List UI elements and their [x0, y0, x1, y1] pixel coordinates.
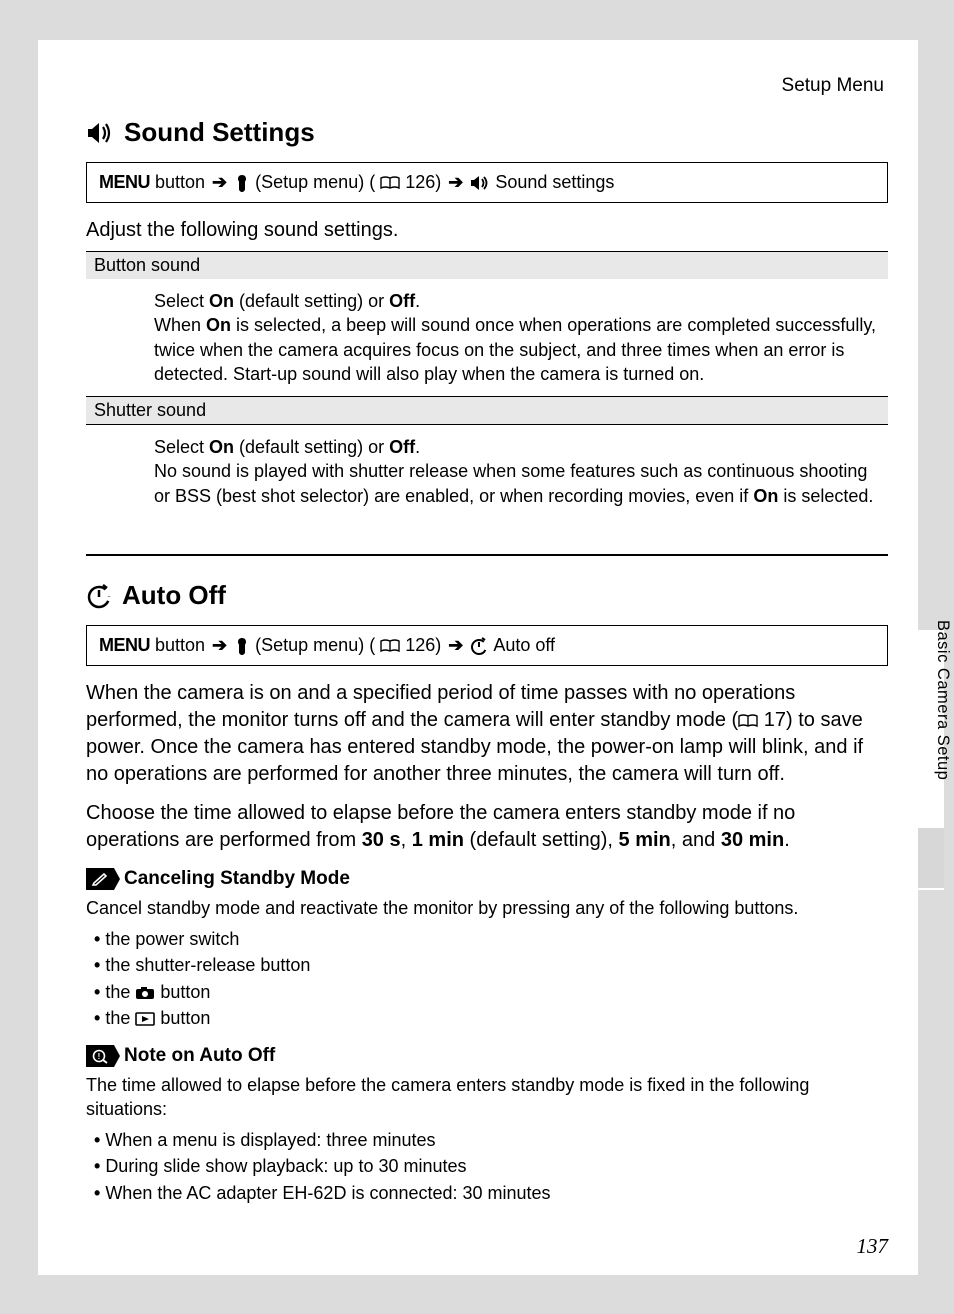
- book-icon: [738, 714, 758, 728]
- note-body: Cancel standby mode and reactivate the m…: [86, 896, 888, 920]
- list-item: When the AC adapter EH-62D is connected:…: [94, 1180, 888, 1206]
- sound-icon: [470, 175, 490, 191]
- power-timer-icon: [86, 583, 112, 609]
- nav-text: button: [155, 172, 205, 193]
- nav-text: (Setup menu) (: [255, 635, 375, 656]
- list-item: When a menu is displayed: three minutes: [94, 1127, 888, 1153]
- section-heading-autooff: Auto Off: [86, 580, 888, 611]
- row-body-button-sound: Select On (default setting) or Off. When…: [86, 279, 888, 396]
- nav-text: Sound settings: [495, 172, 614, 193]
- list-item: the button: [94, 1005, 888, 1031]
- heading-text: Auto Off: [122, 580, 226, 611]
- nav-text: (Setup menu) (: [255, 172, 375, 193]
- section-divider: [86, 554, 888, 556]
- pencil-note-icon: [86, 868, 114, 890]
- page-number: 137: [857, 1234, 889, 1259]
- camera-icon: [135, 986, 155, 1000]
- list-item: the button: [94, 979, 888, 1005]
- note-title: Note on Auto Off: [124, 1045, 275, 1067]
- bullet-list: the power switch the shutter-release but…: [86, 926, 888, 1030]
- note-heading-cancel: Canceling Standby Mode: [86, 868, 888, 890]
- breadcrumb: Setup Menu: [86, 75, 888, 97]
- list-item: the power switch: [94, 926, 888, 952]
- list-item: During slide show playback: up to 30 min…: [94, 1153, 888, 1179]
- nav-text: Auto off: [493, 635, 555, 656]
- row-body-shutter-sound: Select On (default setting) or Off. No s…: [86, 425, 888, 518]
- book-icon: [380, 639, 400, 653]
- menu-label: MENU: [99, 172, 150, 193]
- svg-text:!: !: [98, 1052, 101, 1061]
- arrow-icon: ➔: [212, 635, 227, 656]
- wrench-icon: [234, 637, 250, 655]
- row-header-button-sound: Button sound: [86, 251, 888, 279]
- section-heading-sound: Sound Settings: [86, 117, 888, 148]
- body-text: When the camera is on and a specified pe…: [86, 680, 888, 788]
- note-body: The time allowed to elapse before the ca…: [86, 1073, 888, 1122]
- bullet-list: When a menu is displayed: three minutes …: [86, 1127, 888, 1205]
- note-title: Canceling Standby Mode: [124, 868, 350, 890]
- note-heading-autooff: ! Note on Auto Off: [86, 1045, 888, 1067]
- row-header-shutter-sound: Shutter sound: [86, 396, 888, 425]
- play-icon: [135, 1012, 155, 1026]
- info-note-icon: !: [86, 1045, 114, 1067]
- arrow-icon: ➔: [212, 172, 227, 193]
- book-icon: [380, 176, 400, 190]
- side-tab-marker: [918, 828, 944, 888]
- nav-path-autooff: MENU button ➔ (Setup menu) ( 126) ➔ Auto…: [86, 625, 888, 666]
- nav-text: 126): [405, 172, 441, 193]
- body-text: Choose the time allowed to elapse before…: [86, 800, 888, 854]
- heading-text: Sound Settings: [124, 117, 315, 148]
- wrench-icon: [234, 174, 250, 192]
- nav-text: button: [155, 635, 205, 656]
- nav-text: 126): [405, 635, 441, 656]
- list-item: the shutter-release button: [94, 952, 888, 978]
- manual-page: Setup Menu Sound Settings MENU button ➔ …: [38, 40, 918, 1275]
- nav-path-sound: MENU button ➔ (Setup menu) ( 126) ➔ Soun…: [86, 162, 888, 203]
- power-timer-icon: [470, 637, 488, 655]
- side-section-label: Basic Camera Setup: [933, 620, 952, 780]
- intro-text: Adjust the following sound settings.: [86, 217, 888, 243]
- arrow-icon: ➔: [448, 635, 463, 656]
- sound-icon: [86, 121, 114, 145]
- menu-label: MENU: [99, 635, 150, 656]
- arrow-icon: ➔: [448, 172, 463, 193]
